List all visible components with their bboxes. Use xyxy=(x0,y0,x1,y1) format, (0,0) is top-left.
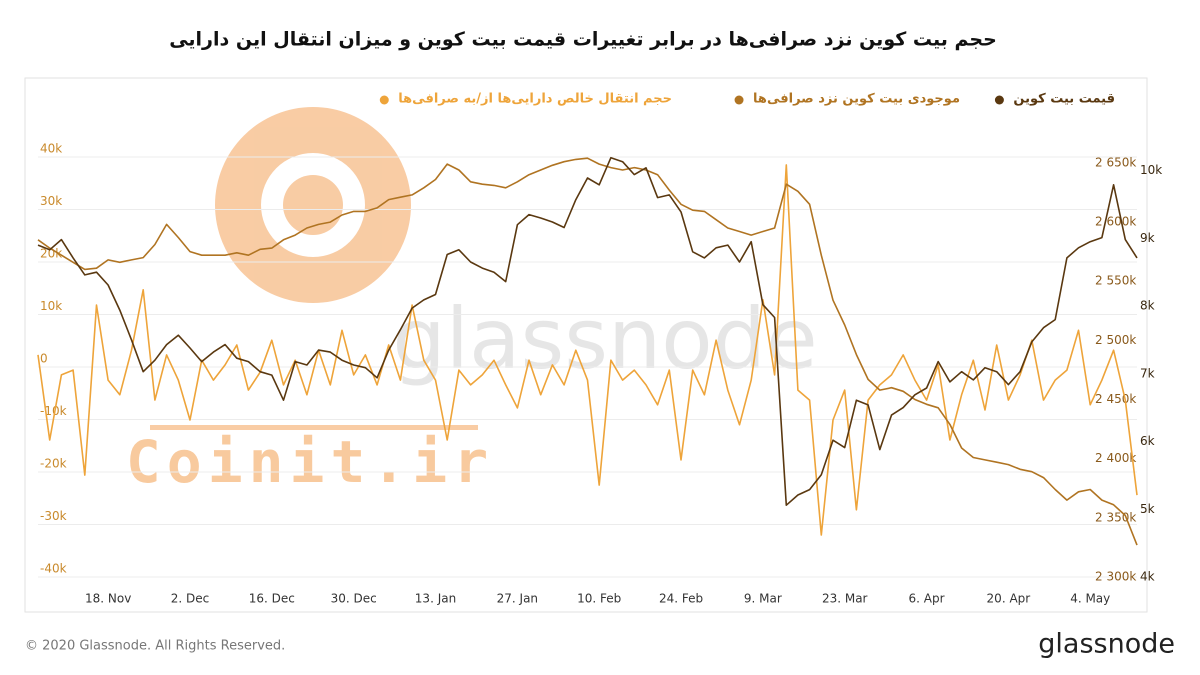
y3-tick-label: 6k xyxy=(1140,434,1155,448)
watermark: Coinit.ir xyxy=(126,428,494,496)
y2-tick-label: 2 500k xyxy=(1095,333,1136,347)
legend-marker xyxy=(994,95,1004,105)
y-tick-label: -30k xyxy=(40,509,67,523)
y-tick-label: 20k xyxy=(40,247,62,261)
x-tick-label: 23. Mar xyxy=(822,592,868,606)
legend-label: حجم انتقال خالص دارایی‌ها از/به صرافی‌ها xyxy=(398,92,672,107)
y2-tick-label: 2 550k xyxy=(1095,274,1136,288)
y2-tick-label: 2 450k xyxy=(1095,392,1136,406)
y3-tick-label: 8k xyxy=(1140,299,1155,313)
y-tick-label: -20k xyxy=(40,457,67,471)
y2-tick-label: 2 400k xyxy=(1095,451,1136,465)
y-tick-label: 0 xyxy=(40,352,48,366)
y2-tick-label: 2 650k xyxy=(1095,155,1136,169)
x-tick-label: 9. Mar xyxy=(744,592,782,606)
series-line xyxy=(37,164,1138,536)
legend-label: موجودی بیت کوین نزد صرافی‌ها xyxy=(753,92,960,107)
x-tick-label: 20. Apr xyxy=(987,592,1031,606)
y2-tick-label: 2 600k xyxy=(1095,215,1136,229)
x-tick-label: 30. Dec xyxy=(331,592,377,606)
series-line xyxy=(37,157,1138,546)
y3-tick-label: 5k xyxy=(1140,502,1155,516)
y-tick-label: 30k xyxy=(40,194,62,208)
brand-logo: glassnode xyxy=(1038,629,1175,660)
y-tick-label: 40k xyxy=(40,142,62,156)
chart-title: حجم بیت کوین نزد صرافی‌ها در برابر تغییر… xyxy=(169,29,997,51)
x-tick-label: 2. Dec xyxy=(171,592,209,606)
x-tick-label: 27. Jan xyxy=(497,592,538,606)
coinit-logo xyxy=(150,107,478,430)
x-tick-label: 10. Feb xyxy=(577,592,621,606)
legend-marker xyxy=(734,95,744,105)
x-tick-label: 16. Dec xyxy=(249,592,295,606)
y2-tick-label: 2 300k xyxy=(1095,570,1136,584)
x-tick-label: 6. Apr xyxy=(909,592,945,606)
y3-tick-label: 4k xyxy=(1140,570,1155,584)
y3-tick-label: 7k xyxy=(1140,366,1155,380)
y3-tick-label: 10k xyxy=(1140,163,1162,177)
x-tick-label: 13. Jan xyxy=(415,592,456,606)
watermark: glassnode xyxy=(392,290,817,388)
x-tick-label: 18. Nov xyxy=(85,592,131,606)
chart-frame xyxy=(24,77,1148,613)
y3-tick-label: 9k xyxy=(1140,231,1155,245)
y-tick-label: -40k xyxy=(40,562,67,576)
series-line xyxy=(37,156,1138,506)
x-tick-label: 4. May xyxy=(1070,592,1110,606)
y-tick-label: 10k xyxy=(40,299,62,313)
x-tick-label: 24. Feb xyxy=(659,592,703,606)
y2-tick-label: 2 350k xyxy=(1095,510,1136,524)
copyright: © 2020 Glassnode. All Rights Reserved. xyxy=(25,639,285,654)
legend-label: قیمت بیت کوین xyxy=(1013,92,1115,107)
legend-marker xyxy=(379,95,389,105)
